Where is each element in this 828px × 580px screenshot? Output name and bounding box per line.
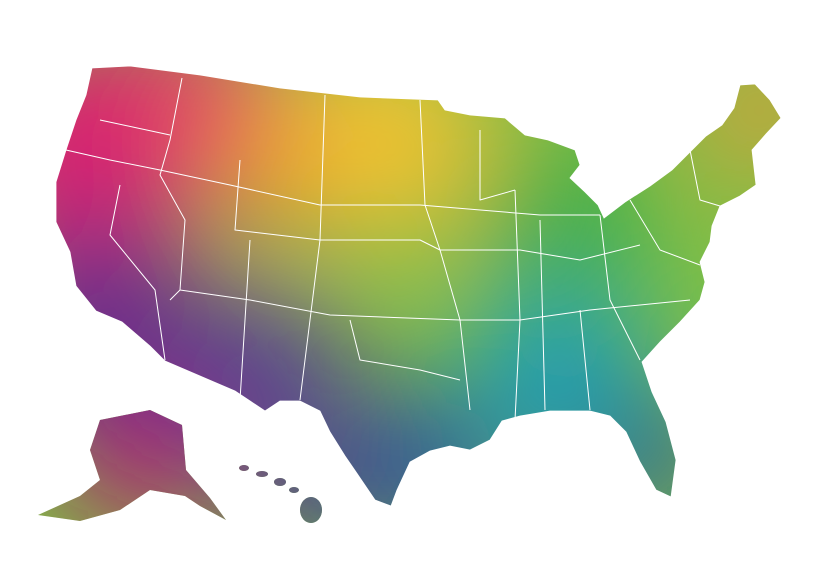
state-borders [65, 77, 721, 421]
